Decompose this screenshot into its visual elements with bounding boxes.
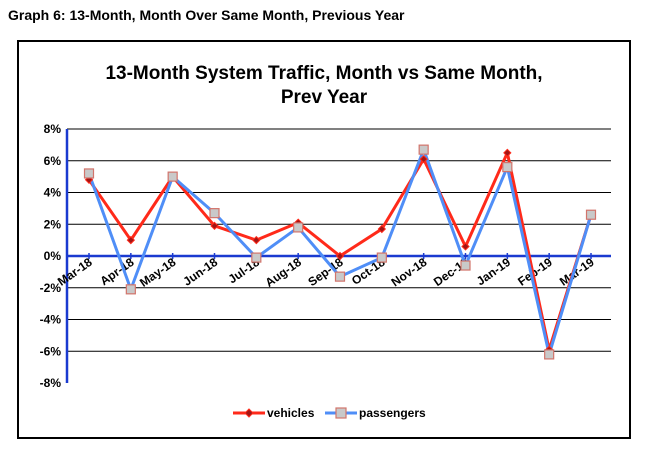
data-point-passengers: [293, 222, 304, 233]
x-tick-label: Aug-18: [263, 255, 305, 290]
data-point-passengers: [209, 208, 220, 219]
data-point-passengers: [83, 168, 95, 179]
data-point-passengers: [167, 171, 178, 182]
series-line-vehicles: [87, 151, 593, 352]
y-tick-label: 2%: [44, 217, 62, 231]
y-tick-label: -8%: [40, 376, 62, 390]
legend-label-passengers: passengers: [359, 406, 426, 420]
chart-title-line-1: 13-Month System Traffic, Month vs Same M…: [105, 63, 542, 84]
x-tick-label: Jan-19: [474, 255, 513, 288]
data-point-passengers: [251, 252, 262, 263]
series: [83, 144, 597, 360]
page-heading: Graph 6: 13-Month, Month Over Same Month…: [8, 7, 405, 23]
data-point-vehicles: [377, 224, 387, 234]
y-tick-label: -6%: [40, 344, 62, 358]
y-tick-label: -4%: [40, 313, 62, 327]
legend-marker-passengers: [335, 407, 347, 419]
data-point-vehicles: [335, 251, 345, 261]
legend-label-vehicles: vehicles: [267, 406, 315, 420]
data-point-vehicles: [419, 154, 428, 164]
data-point-passengers: [418, 144, 429, 155]
gridlines: [67, 128, 611, 352]
chart-title-line-2: Prev Year: [281, 87, 368, 108]
chart: 13-Month System Traffic, Month vs Same M…: [40, 63, 611, 420]
data-point-vehicles: [252, 235, 261, 245]
y-tick-label: 6%: [44, 154, 62, 168]
legend-marker-vehicles: [244, 408, 254, 418]
chart-frame: 13-Month System Traffic, Month vs Same M…: [17, 40, 631, 439]
x-tick-label: Dec-18: [431, 255, 472, 289]
x-tick-label: Nov-18: [389, 255, 430, 290]
data-point-passengers: [544, 349, 555, 360]
data-point-passengers: [585, 209, 597, 220]
x-tick-label: Jun-18: [180, 255, 220, 289]
data-point-vehicles: [461, 242, 470, 251]
y-tick-labels: 8% 6% 4% 2% 0% -2% -4% -6% -8%: [40, 122, 62, 390]
legend: vehicles passengers: [233, 406, 426, 420]
y-tick-label: 4%: [44, 186, 62, 200]
data-point-passengers: [376, 252, 387, 263]
data-point-vehicles: [210, 221, 219, 231]
data-point-passengers: [334, 271, 346, 282]
y-tick-label: 0%: [44, 249, 62, 263]
data-point-passengers: [125, 284, 136, 295]
y-tick-label: -2%: [40, 281, 62, 295]
x-tick-label: Apr-18: [97, 255, 136, 288]
data-point-vehicles: [126, 235, 136, 245]
data-point-passengers: [502, 161, 513, 173]
data-point-vehicles: [503, 148, 512, 158]
data-point-passengers: [460, 260, 471, 271]
y-tick-label: 8%: [44, 122, 62, 136]
